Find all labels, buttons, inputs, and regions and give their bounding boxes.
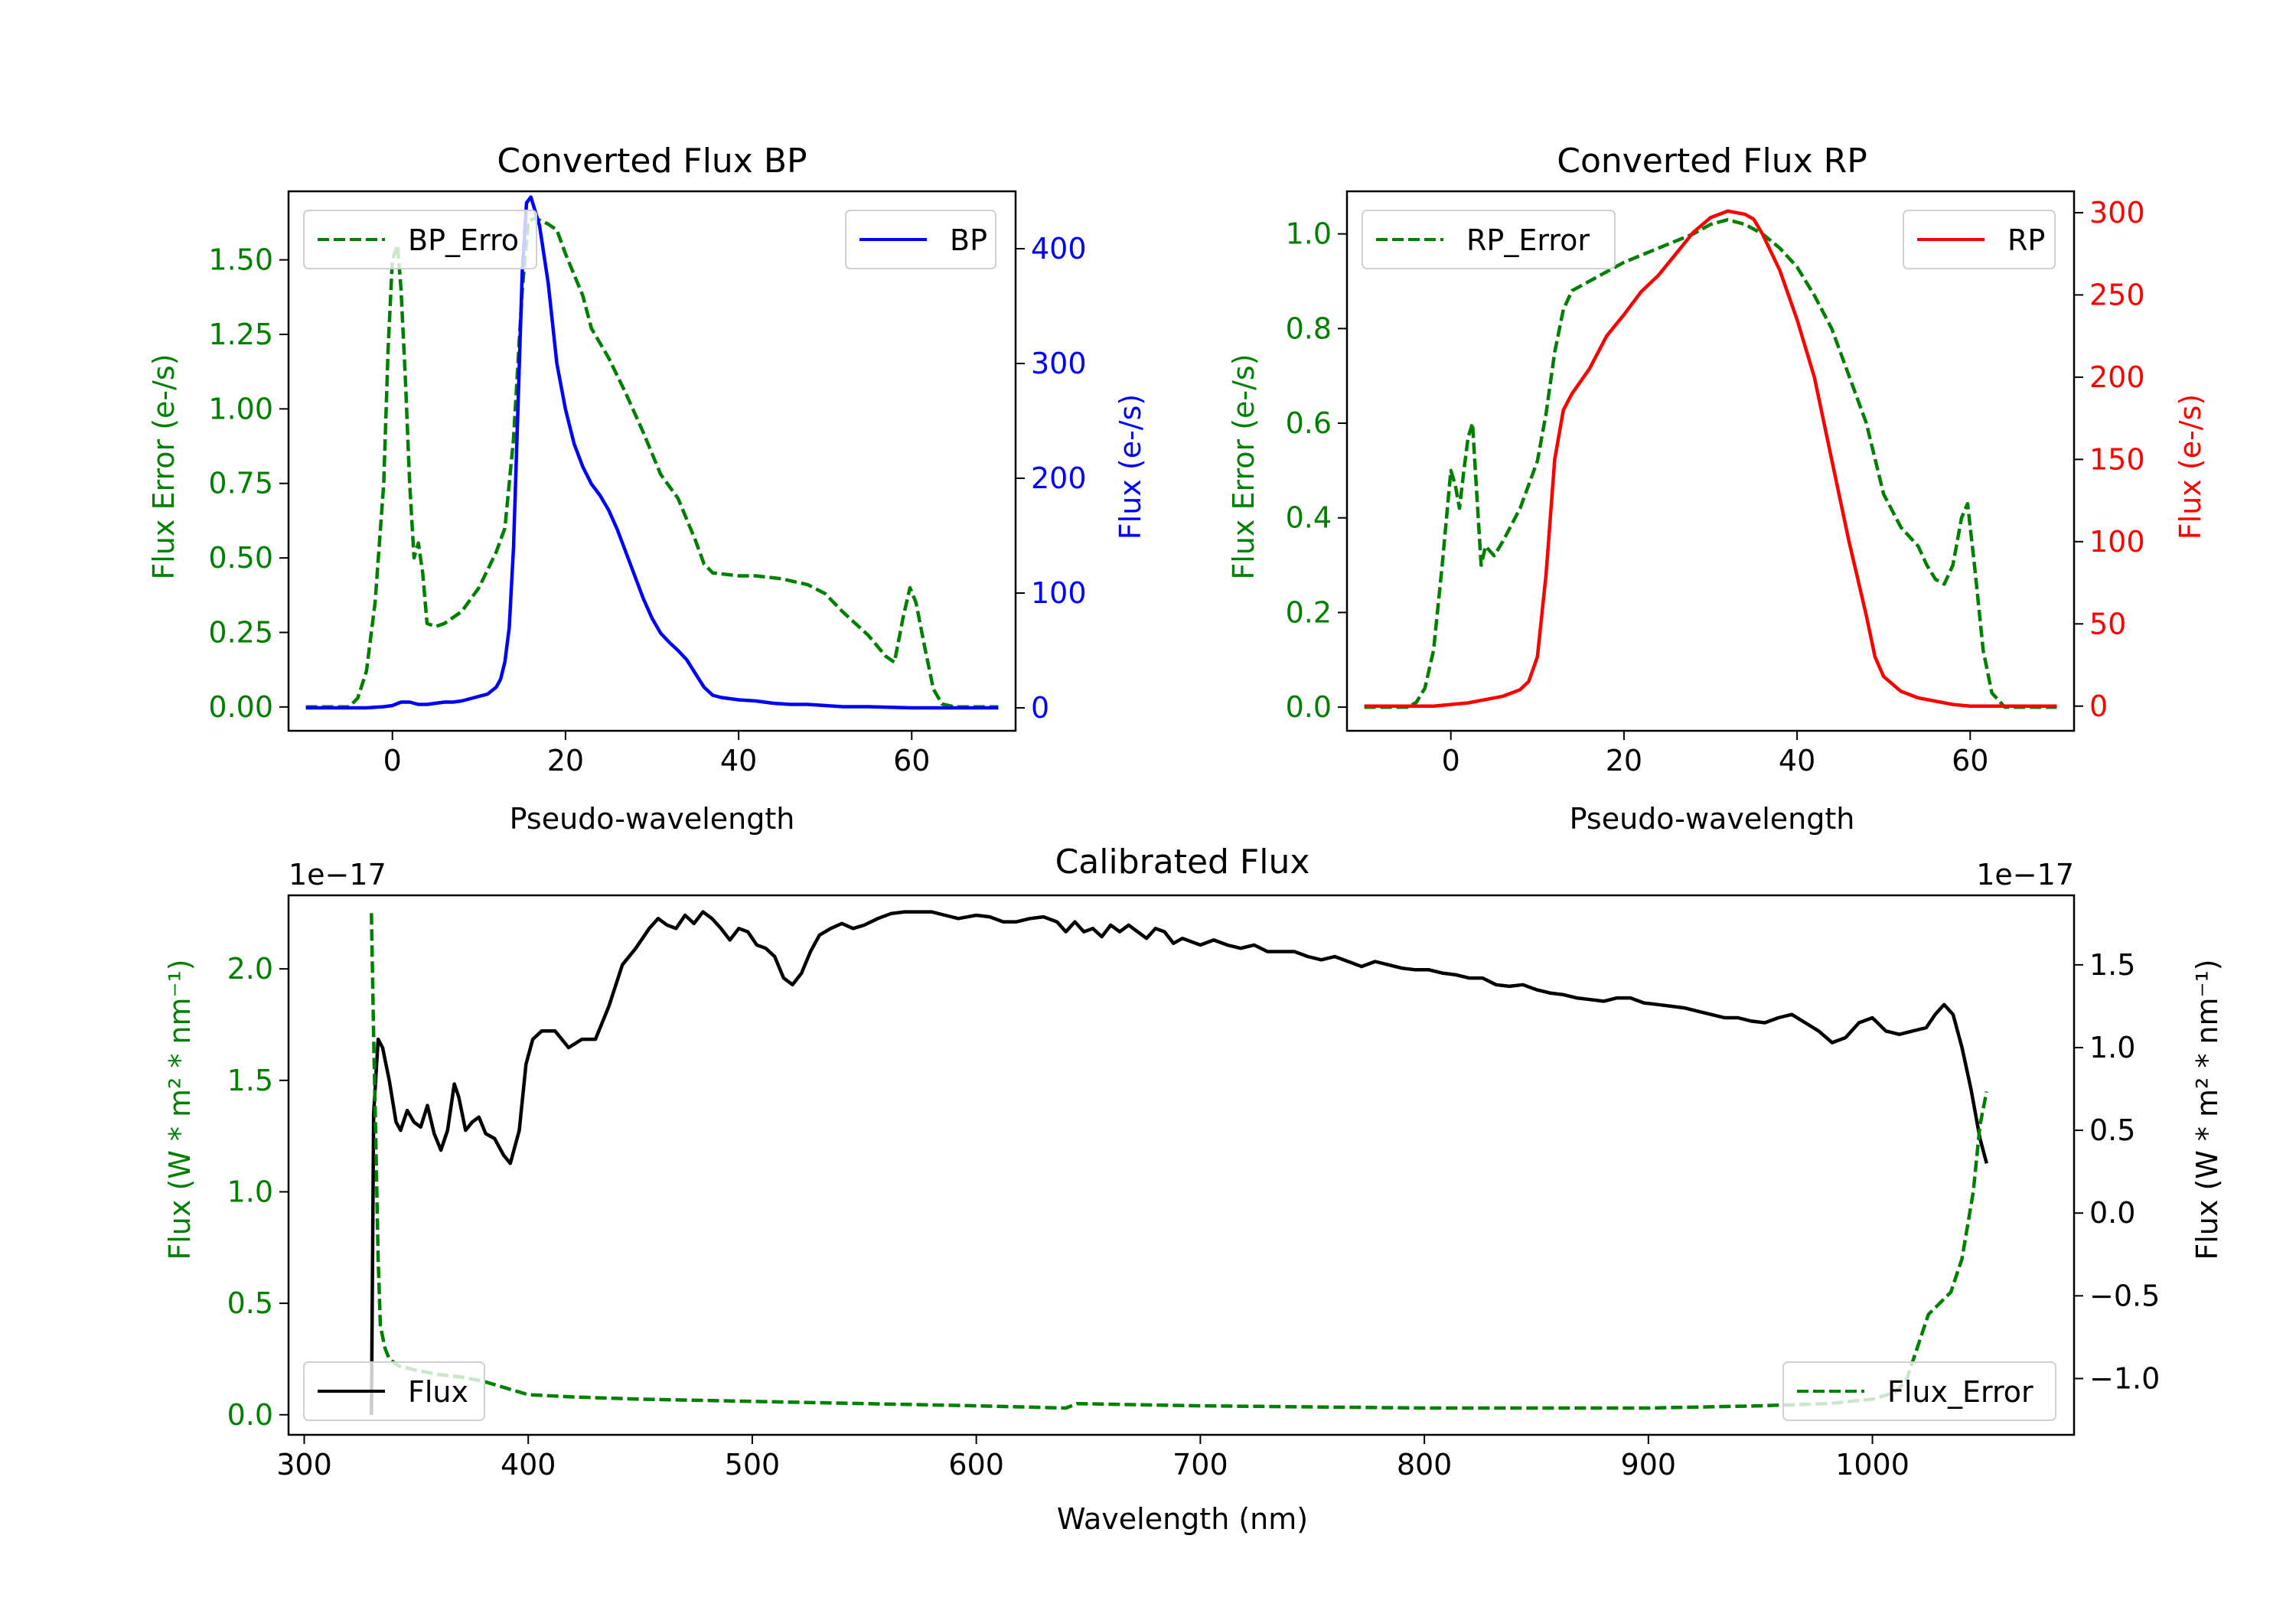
calibrated-right-tick-label: 1.0 xyxy=(2089,1031,2135,1064)
bp-plot-area: 0 20 40 60 0.00 0.25 0.50 0.75 1.00 1.25 1.50 0 100 2… xyxy=(208,190,1087,777)
bp-chart-title: Converted Flux BP xyxy=(497,142,807,181)
calibrated-legend-right-label: Flux_Error xyxy=(1887,1375,2033,1409)
calibrated-left-offset-text: 1e−17 xyxy=(289,858,386,892)
rp-right-tick-label: 50 xyxy=(2089,607,2126,641)
rp-axes-frame xyxy=(1345,190,2076,732)
calibrated-right-tick-label: 0.5 xyxy=(2089,1113,2135,1147)
rp-left-axis-label: Flux Error (e-/s) xyxy=(1227,354,1261,579)
calibrated-left-tick-label: 0.0 xyxy=(227,1398,273,1432)
rp-left-tick-label: 0.8 xyxy=(1286,311,1332,345)
bp-series-bp-error xyxy=(305,216,999,709)
bp-legend-left-label: BP_Erro xyxy=(408,223,519,257)
calibrated-right-tick-label: 1.5 xyxy=(2089,948,2135,982)
calibrated-right-tick-label: 0.0 xyxy=(2089,1196,2135,1230)
bp-x-tick-label: 40 xyxy=(720,744,757,777)
calibrated-chart: Calibrated Flux Wavelength (nm) Flux (W … xyxy=(163,843,2224,1536)
rp-left-tick-label: 0.4 xyxy=(1286,501,1332,535)
rp-right-tick-label: 200 xyxy=(2089,360,2145,394)
bp-left-tick-label: 0.75 xyxy=(208,467,273,500)
rp-chart: Converted Flux RP Pseudo-wavelength Flux… xyxy=(1227,142,2207,836)
calibrated-x-tick-label: 400 xyxy=(501,1448,556,1482)
rp-legend-left: RP_Error xyxy=(1362,210,1616,269)
bp-right-tick-label: 100 xyxy=(1031,576,1087,610)
bp-legend-right-label: BP xyxy=(950,223,987,257)
calibrated-left-axis-label: Flux (W * m² * nm⁻¹) xyxy=(163,959,197,1260)
bp-left-tick-label: 0.50 xyxy=(208,541,273,575)
rp-right-tick-label: 300 xyxy=(2089,196,2145,230)
rp-right-axis-label: Flux (e-/s) xyxy=(2174,394,2207,539)
calibrated-left-tick-label: 1.0 xyxy=(227,1175,273,1208)
calibrated-left-tick-label: 0.5 xyxy=(227,1286,273,1320)
bp-right-tick-label: 200 xyxy=(1031,461,1087,495)
rp-legend-left-box xyxy=(1362,210,1616,269)
calibrated-x-axis-label: Wavelength (nm) xyxy=(1057,1502,1308,1536)
bp-legend-left-box xyxy=(303,210,537,269)
calibrated-legend-left-label: Flux xyxy=(408,1375,468,1409)
bp-right-tick-label: 300 xyxy=(1031,347,1087,380)
calibrated-x-tick-label: 500 xyxy=(725,1448,781,1482)
bp-x-tick-label: 20 xyxy=(547,744,584,777)
calibrated-legend-right: Flux_Error xyxy=(1782,1361,2056,1421)
rp-series-rp xyxy=(1364,209,2057,709)
bp-x-tick-label: 60 xyxy=(893,744,930,777)
rp-left-tick-label: 1.0 xyxy=(1286,217,1332,251)
bp-x-axis-label: Pseudo-wavelength xyxy=(510,802,795,836)
calibrated-x-tick-label: 900 xyxy=(1621,1448,1677,1482)
rp-legend-left-label: RP_Error xyxy=(1466,223,1590,257)
calibrated-left-tick-label: 1.5 xyxy=(227,1064,273,1097)
rp-right-tick-label: 250 xyxy=(2089,278,2145,311)
calibrated-legend-left: Flux xyxy=(303,1361,485,1421)
bp-legend-right: BP xyxy=(845,210,996,269)
rp-right-tick-label: 150 xyxy=(2089,442,2145,476)
rp-x-tick-label: 20 xyxy=(1606,744,1642,777)
rp-series-rp-error xyxy=(1364,217,2057,709)
bp-left-tick-label: 1.50 xyxy=(208,243,273,277)
calibrated-right-offset-text: 1e−17 xyxy=(1976,858,2074,892)
bp-x-tick-label: 0 xyxy=(383,744,402,777)
bp-left-tick-label: 0.25 xyxy=(208,615,273,649)
calibrated-right-tick-label: −0.5 xyxy=(2089,1279,2160,1312)
rp-chart-title: Converted Flux RP xyxy=(1557,142,1867,181)
calibrated-series-flux xyxy=(370,910,1988,1416)
calibrated-legend-left-box xyxy=(303,1361,485,1421)
bp-left-tick-label: 0.00 xyxy=(208,690,273,724)
calibrated-axes-frame xyxy=(287,894,2076,1436)
calibrated-x-tick-label: 800 xyxy=(1397,1448,1453,1482)
rp-x-tick-label: 0 xyxy=(1442,744,1460,777)
rp-x-tick-label: 60 xyxy=(1952,744,1988,777)
bp-right-axis-label: Flux (e-/s) xyxy=(1114,394,1147,539)
rp-legend-right-label: RP xyxy=(2007,223,2045,257)
calibrated-left-tick-label: 2.0 xyxy=(227,952,273,986)
rp-left-tick-label: 0.0 xyxy=(1286,690,1332,724)
calibrated-x-tick-label: 1000 xyxy=(1835,1448,1910,1482)
bp-right-tick-label: 0 xyxy=(1031,691,1049,725)
calibrated-series-flux-error xyxy=(370,913,1989,1410)
rp-plot-area: 0 20 40 60 0.0 0.2 0.4 0.6 0.8 1.0 0 50 100 150 200 250… xyxy=(1286,190,2145,777)
rp-legend-right: RP xyxy=(1903,210,2056,269)
rp-x-axis-label: Pseudo-wavelength xyxy=(1570,802,1855,836)
rp-left-tick-label: 0.6 xyxy=(1286,406,1332,440)
bp-legend-left: BP_Erro xyxy=(303,210,537,269)
rp-x-tick-label: 40 xyxy=(1779,744,1815,777)
rp-left-tick-label: 0.2 xyxy=(1286,595,1332,629)
bp-chart: Converted Flux BP Pseudo-wavelength Flux… xyxy=(147,142,1147,836)
rp-right-tick-label: 0 xyxy=(2089,689,2108,723)
bp-right-tick-label: 400 xyxy=(1031,232,1087,266)
bp-left-axis-label: Flux Error (e-/s) xyxy=(147,354,181,579)
calibrated-chart-title: Calibrated Flux xyxy=(1055,843,1310,882)
calibrated-x-tick-label: 600 xyxy=(948,1448,1004,1482)
bp-axes-frame xyxy=(287,190,1017,732)
rp-right-tick-label: 100 xyxy=(2089,525,2145,559)
calibrated-legend-right-box xyxy=(1782,1361,2056,1421)
calibrated-plot-area: 300 400 500 600 700 800 900 1000 0.0 0.5 1.0 1.5 2.0… xyxy=(227,894,2160,1482)
calibrated-right-axis-label: Flux (W * m² * nm⁻¹) xyxy=(2190,959,2224,1260)
bp-series-bp xyxy=(305,195,999,710)
calibrated-x-tick-label: 300 xyxy=(276,1448,332,1482)
calibrated-right-tick-label: −1.0 xyxy=(2089,1361,2160,1395)
calibrated-x-tick-label: 700 xyxy=(1172,1448,1228,1482)
bp-left-tick-label: 1.00 xyxy=(208,392,273,425)
bp-left-tick-label: 1.25 xyxy=(208,318,273,351)
